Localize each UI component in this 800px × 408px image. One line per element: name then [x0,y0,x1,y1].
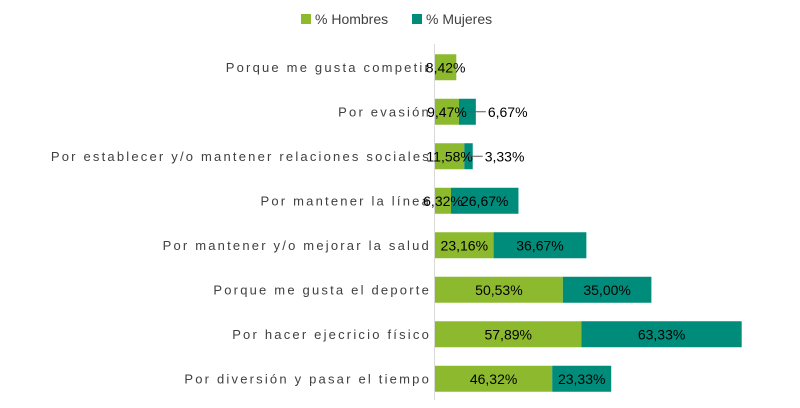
category-label: Porque me gusta competir [226,60,431,75]
data-label-mujeres: 6,67% [488,104,528,120]
data-label-hombres: 6,32% [423,193,463,209]
data-label-hombres: 57,89% [484,326,531,342]
data-labels: 8,42% 9,47% 6,67% 11,58% 3,33% 6,32%26,67% 23,… [423,59,685,387]
data-label-mujeres: 36,67% [516,237,563,253]
category-label: Por hacer ejecricio físico [232,327,431,342]
data-label-mujeres: 35,00% [583,282,630,298]
bar-hombres [435,98,459,125]
category-label: Por evasión [338,104,431,119]
bar-mujeres [464,143,473,170]
bar-mujeres [450,187,519,214]
category-label: Por mantener la línea [261,193,432,208]
data-label-mujeres: 63,33% [638,326,685,342]
data-label-hombres: 23,16% [441,237,488,253]
category-label: Porque me gusta el deporte [213,282,431,297]
bar-mujeres [552,365,612,392]
legend-label-mujeres: % Mujeres [426,11,492,27]
bar-mujeres [493,232,587,259]
category-label: Por establecer y/o mantener relaciones s… [51,149,431,164]
data-label-mujeres: 23,33% [558,371,605,387]
data-label-hombres: 9,47% [427,104,467,120]
category-label: Por diversión y pasar el tiempo [184,371,431,386]
bar-mujeres [562,276,652,303]
bar-hombres [435,143,465,170]
data-label-hombres: 8,42% [426,59,466,75]
data-label-mujeres: 3,33% [485,148,525,164]
data-label-hombres: 50,53% [475,282,522,298]
data-label-hombres: 46,32% [470,371,517,387]
category-label: Por mantener y/o mejorar la salud [163,238,431,253]
category-labels: Porque me gusta competir Por evasión Por e… [51,60,432,387]
legend-swatch-mujeres [412,14,422,24]
legend: % Hombres % Mujeres [301,11,492,27]
bar-hombres [435,365,553,392]
data-label-hombres: 11,58% [426,148,472,164]
legend-swatch-hombres [301,14,311,24]
bar-hombres [435,276,563,303]
bars [435,54,742,392]
bar-hombres [435,321,582,348]
bar-hombres [435,54,457,81]
legend-label-hombres: % Hombres [315,11,388,27]
data-label-mujeres: 26,67% [461,193,508,209]
bar-hombres [435,232,494,259]
bar-hombres [435,187,451,214]
bar-mujeres [581,321,742,348]
